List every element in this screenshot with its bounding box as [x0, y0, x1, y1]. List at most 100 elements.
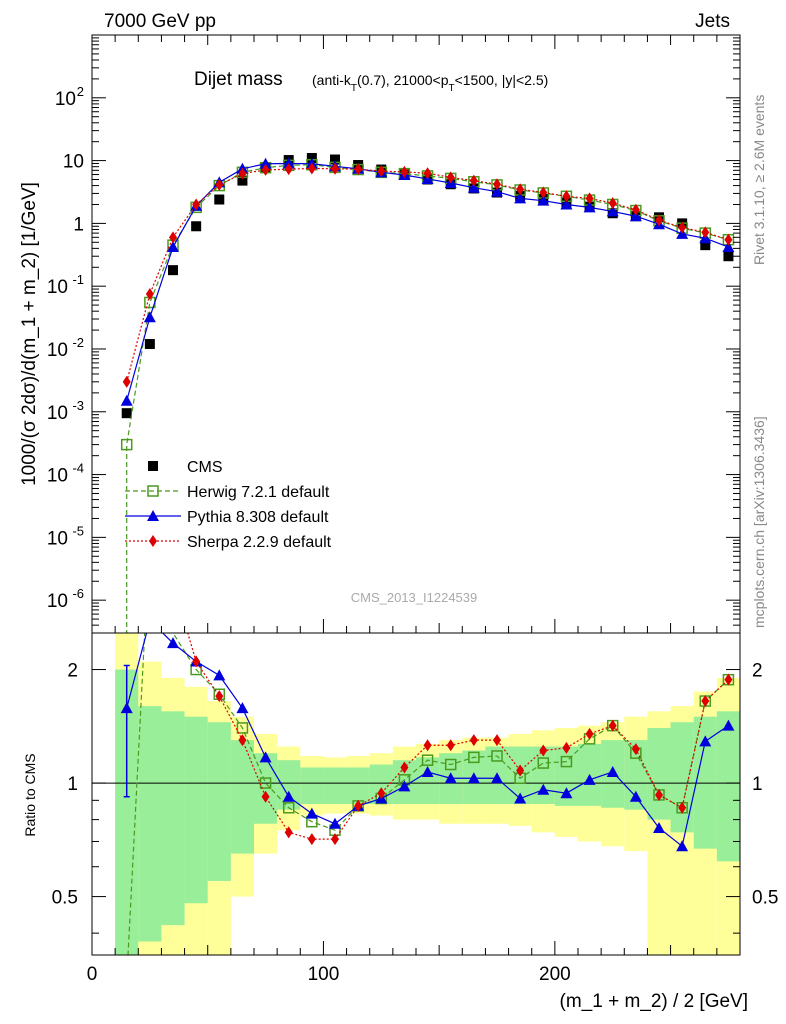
ratio-y-tick-label-right: 0.5: [752, 888, 778, 909]
cms-point: [191, 221, 202, 232]
sherpa-ratio-point: [307, 833, 316, 846]
pythia-point: [167, 241, 179, 253]
cms-point: [237, 175, 248, 186]
rivet-label: Rivet 3.1.10, ≥ 2.6M events: [751, 95, 767, 265]
y-tick-exponent: -5: [72, 523, 84, 538]
pythia-ratio-point: [305, 807, 318, 819]
sherpa-point: [493, 178, 501, 191]
sherpa-point: [354, 163, 363, 176]
ratio-plot-area: 0 100 200 0.5 0.5 1 1 2 2: [52, 632, 778, 985]
sherpa-ratio-point: [608, 719, 617, 732]
y-tick-label: 10: [47, 466, 68, 487]
pythia-ratio-point: [606, 765, 619, 777]
process-label: Jets: [695, 11, 730, 32]
y-tick-exponent: -4: [72, 461, 84, 476]
y-tick-label: 10: [47, 528, 68, 549]
y-tick-label: 10: [47, 591, 68, 612]
green-band-bin: [624, 740, 648, 810]
pythia-ratio-point: [676, 840, 689, 852]
pythia-point: [143, 311, 156, 323]
cms-point: [214, 194, 225, 205]
green-band-bin: [346, 767, 370, 805]
x-tick-label: 0: [87, 964, 98, 985]
sherpa-point: [585, 192, 594, 205]
pythia-ratio-point: [421, 765, 434, 777]
ratio-y-tick-label: 0.5: [52, 888, 78, 909]
sherpa-ratio-point: [678, 801, 687, 814]
ratio-y-tick-label-right: 1: [752, 774, 763, 795]
sherpa-point: [331, 162, 339, 175]
y-tick-label: 10: [55, 89, 76, 110]
y-tick-label: 10: [47, 277, 68, 298]
sherpa-ratio-point: [354, 799, 363, 812]
pythia-point: [583, 201, 596, 213]
herwig-point: [120, 438, 133, 451]
pythia-ratio-point: [722, 719, 735, 731]
green-band-bin: [230, 740, 254, 854]
pythia-ratio-point: [699, 735, 712, 747]
herwig-ratio-point: [537, 757, 550, 769]
ratio-ylabel: Ratio to CMS: [22, 753, 38, 836]
pythia-ratio-point: [653, 822, 665, 834]
herwig-ratio-point: [421, 754, 434, 766]
chart-title: Dijet mass: [194, 69, 283, 90]
sherpa-point: [238, 167, 247, 180]
green-band-bin: [277, 760, 301, 810]
sherpa-ratio-point: [539, 744, 548, 757]
sherpa-point: [469, 174, 478, 187]
cms-point: [168, 265, 178, 276]
pythia-point: [606, 205, 619, 217]
sherpa-ratio-point: [377, 787, 386, 800]
herwig-ratio-point: [468, 751, 480, 764]
herwig-line: [126, 164, 729, 633]
sherpa-point: [446, 171, 455, 184]
pythia-point: [629, 210, 642, 222]
sherpa-ratio-point: [238, 734, 247, 747]
herwig-legend-label: Herwig 7.2.1 default: [187, 484, 330, 501]
green-band-bin: [531, 746, 555, 805]
sherpa-point: [145, 288, 154, 301]
sherpa-point: [215, 178, 224, 191]
green-band-bin: [138, 706, 162, 942]
cms-point: [700, 240, 711, 251]
legend: CMS Herwig 7.2.1 default Pythia 8.308 defa…: [125, 459, 332, 551]
green-band-bin: [369, 764, 393, 805]
pythia-point: [514, 192, 527, 204]
ratio-y-tick-label: 2: [67, 661, 78, 682]
sherpa-ratio-point: [562, 741, 571, 754]
sherpa-ratio-point: [400, 761, 409, 774]
chart-subtitle: (anti-kT(0.7), 21000<pT<1500, |y|<2.5): [312, 72, 548, 94]
sherpa-point: [307, 162, 316, 175]
pythia-ratio-point: [537, 783, 550, 795]
pythia-ratio-point: [583, 773, 596, 785]
green-band-bin: [716, 711, 740, 862]
pythia-point: [120, 394, 133, 406]
herwig-ratio-point: [236, 722, 249, 734]
sherpa-ratio-point: [423, 739, 432, 752]
sherpa-point: [122, 375, 131, 388]
pythia-point: [259, 157, 272, 169]
analysis-watermark: CMS_2013_I1224539: [351, 590, 478, 605]
energy-label: 7000 GeV pp: [104, 11, 216, 32]
cms-legend-label: CMS: [187, 459, 223, 476]
pythia-ratio-point: [491, 772, 503, 784]
top-ylabel: 1000/(σ 2dσ)/d(m_1 + m_2) [1/GeV]: [19, 182, 40, 486]
y-tick-label: 10: [63, 152, 84, 173]
cms-point: [723, 251, 734, 262]
ratio-y-tick-label-right: 2: [752, 661, 763, 682]
sherpa-point: [516, 183, 525, 196]
pythia-legend-marker: [147, 510, 159, 521]
y-tick-exponent: -3: [72, 398, 84, 413]
x-tick-label: 100: [308, 964, 340, 985]
sherpa-ratio-point: [655, 788, 663, 801]
pythia-point: [282, 157, 295, 169]
herwig-ratio-point: [444, 758, 457, 771]
herwig-ratio-point: [560, 755, 573, 768]
pythia-ratio-point: [629, 790, 642, 802]
y-tick-exponent: 2: [77, 84, 84, 99]
pythia-ratio-point: [282, 790, 295, 802]
green-band-bin: [184, 716, 208, 904]
y-tick-label: 10: [47, 340, 68, 361]
sherpa-point: [631, 203, 640, 216]
green-band-bin: [647, 727, 671, 820]
